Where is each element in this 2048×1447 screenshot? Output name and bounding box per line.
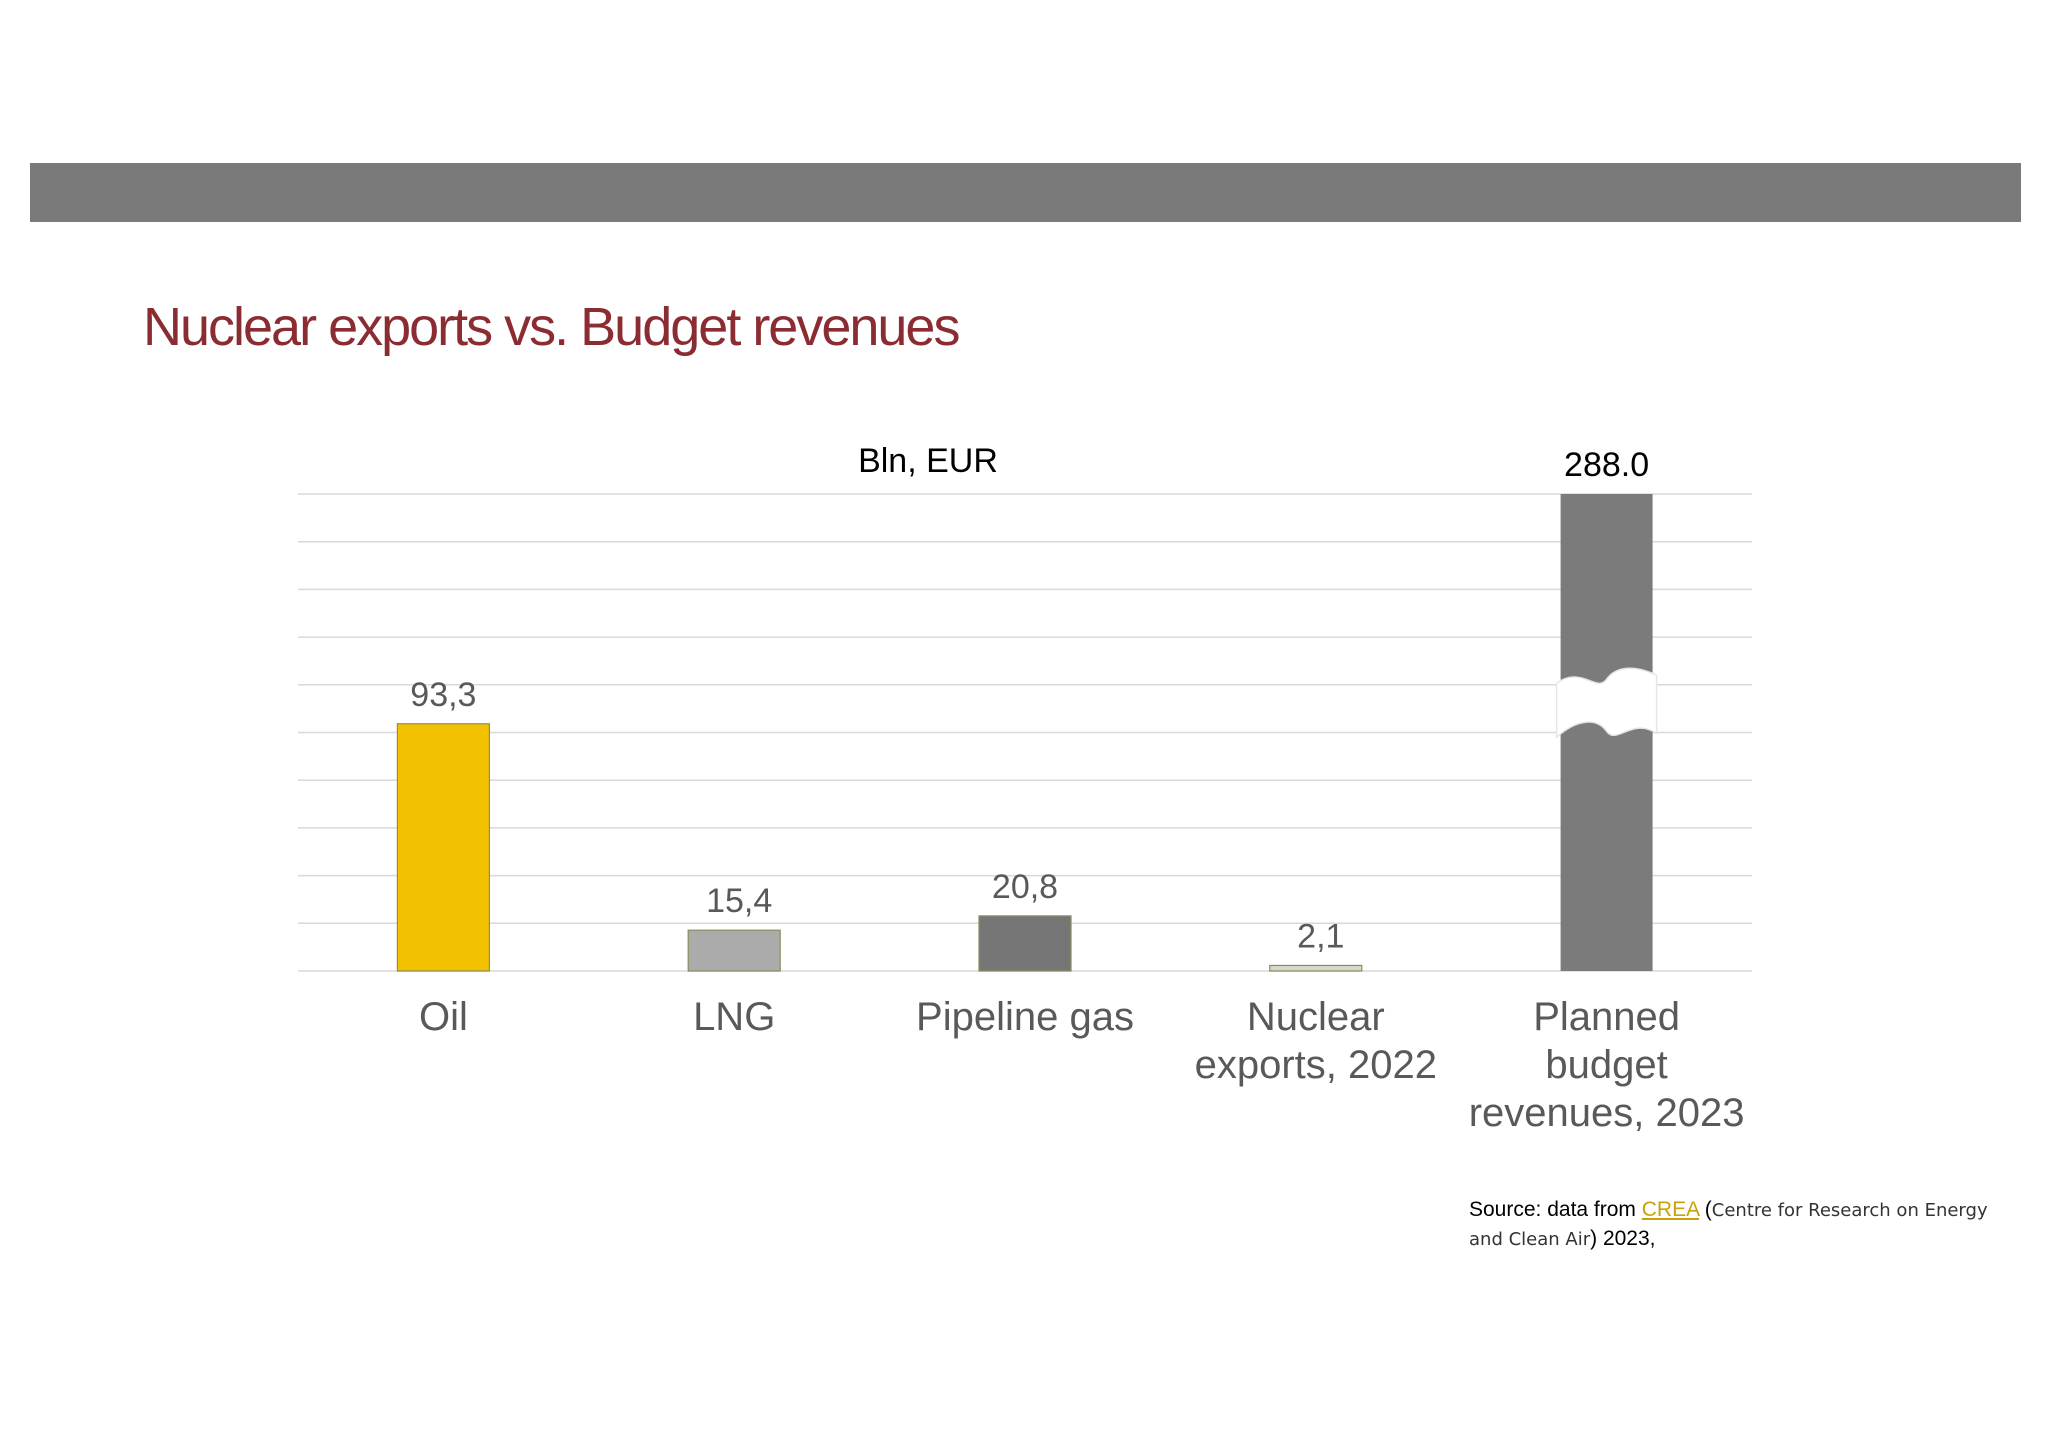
crea-link[interactable]: CREA bbox=[1641, 1198, 1699, 1221]
bar bbox=[1560, 494, 1653, 971]
tick-label: Planned bbox=[1533, 995, 1680, 1039]
tick-label: LNG bbox=[693, 995, 775, 1039]
bar bbox=[687, 929, 781, 972]
bar bbox=[396, 723, 490, 972]
source-paren-open: ( bbox=[1698, 1198, 1712, 1221]
data-label: 20,8 bbox=[992, 868, 1058, 906]
source-note: Source: data from CREA (Centre for Resea… bbox=[1469, 1196, 2009, 1254]
tick-label: Nuclear bbox=[1247, 995, 1385, 1039]
source-suffix: 2023, bbox=[1597, 1227, 1656, 1250]
source-prefix: Source: data from bbox=[1469, 1198, 1642, 1221]
bar bbox=[1269, 964, 1363, 972]
source-org: Centre for Research on Energy and Clean … bbox=[1469, 1200, 1988, 1250]
page-title: Nuclear exports vs. Budget revenues bbox=[143, 297, 960, 357]
data-label: 2,1 bbox=[1297, 917, 1344, 955]
data-label: 15,4 bbox=[706, 882, 772, 920]
tick-label: Pipeline gas bbox=[916, 995, 1134, 1039]
source-paren-close: ) bbox=[1590, 1227, 1598, 1250]
data-label: 93,3 bbox=[410, 676, 476, 714]
bar bbox=[978, 915, 1072, 972]
tick-label: Oil bbox=[419, 995, 468, 1039]
header-band bbox=[30, 163, 2021, 222]
data-label: 288.0 bbox=[1564, 446, 1649, 484]
tick-label: exports, 2022 bbox=[1195, 1043, 1437, 1087]
tick-label: revenues, 2023 bbox=[1469, 1091, 1745, 1135]
axis-break-mark bbox=[1555, 667, 1658, 739]
tick-label: budget bbox=[1545, 1043, 1667, 1087]
unit-label: Bln, EUR bbox=[858, 442, 998, 480]
